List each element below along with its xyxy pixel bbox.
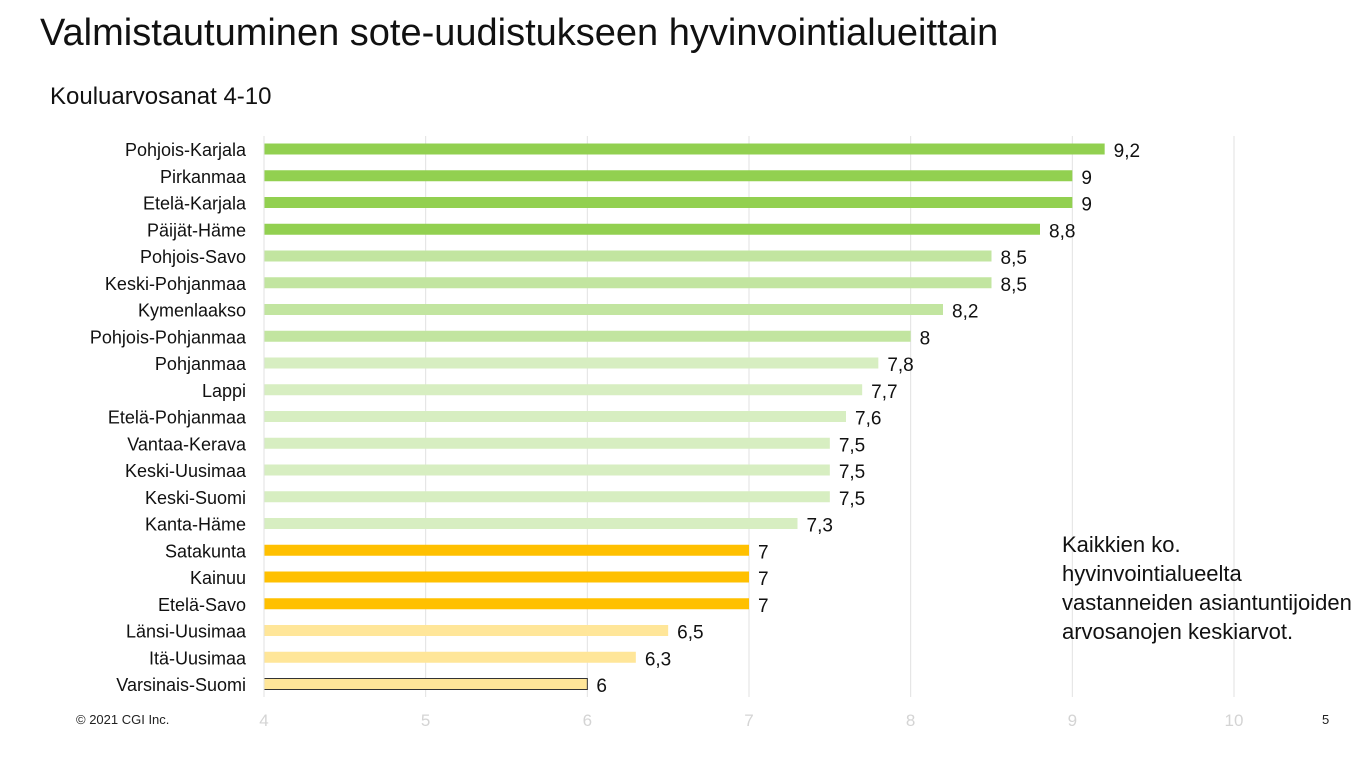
- bar: [263, 678, 588, 690]
- bar: [264, 250, 992, 262]
- bar: [264, 197, 1073, 208]
- data-label: 8,8: [1049, 221, 1075, 242]
- data-label: 9: [1081, 195, 1092, 216]
- data-label: 7: [758, 542, 769, 563]
- bar: [264, 518, 798, 529]
- data-label: 7: [758, 569, 769, 590]
- category-label: Pirkanmaa: [160, 167, 247, 187]
- bar: [264, 304, 943, 315]
- data-label: 7,7: [871, 382, 897, 403]
- x-tick-label: 5: [421, 711, 430, 730]
- category-label: Itä-Uusimaa: [149, 648, 247, 668]
- data-label: 8,5: [1001, 275, 1027, 296]
- x-tick-label: 4: [259, 711, 268, 730]
- category-label: Vantaa-Kerava: [127, 434, 247, 454]
- data-label: 8,5: [1001, 248, 1027, 269]
- category-label: Kanta-Häme: [145, 515, 246, 535]
- category-label: Keski-Suomi: [145, 488, 246, 508]
- x-tick-label: 8: [906, 711, 915, 730]
- bar: [264, 277, 992, 289]
- bar: [264, 170, 1073, 182]
- data-label: 6: [596, 676, 607, 697]
- bar: [264, 464, 830, 476]
- bar: [264, 384, 863, 396]
- category-label: Pohjois-Pohjanmaa: [90, 327, 247, 347]
- category-label: Päijät-Häme: [147, 220, 246, 240]
- page-title: Valmistautuminen sote-uudistukseen hyvin…: [40, 12, 999, 54]
- x-tick-label: 10: [1225, 711, 1244, 730]
- bar: [264, 330, 911, 342]
- bar: [264, 437, 830, 449]
- x-tick-label: 6: [583, 711, 592, 730]
- data-label: 9: [1081, 168, 1092, 189]
- bar: [264, 571, 749, 583]
- bar: [264, 651, 636, 663]
- bar: [264, 357, 879, 369]
- data-label: 7,5: [839, 489, 865, 510]
- data-label: 8,2: [952, 302, 978, 323]
- category-label: Keski-Uusimaa: [125, 461, 247, 481]
- chart-subtitle: Kouluarvosanat 4-10: [50, 83, 272, 110]
- category-label: Kainuu: [190, 568, 246, 588]
- page-number: 5: [1322, 712, 1330, 727]
- data-label: 7,5: [839, 435, 865, 456]
- category-label: Etelä-Karjala: [143, 194, 247, 214]
- category-label: Etelä-Pohjanmaa: [108, 408, 247, 428]
- data-label: 9,2: [1114, 141, 1140, 162]
- bar: [264, 544, 749, 556]
- category-label: Pohjanmaa: [155, 354, 247, 374]
- data-label: 7,6: [855, 409, 881, 430]
- category-label: Varsinais-Suomi: [116, 675, 246, 695]
- bar: [264, 223, 1040, 235]
- data-label: 7,8: [887, 355, 913, 376]
- x-tick-label: 7: [744, 711, 753, 730]
- data-label: 6,5: [677, 623, 703, 644]
- bar: [264, 598, 749, 610]
- bar: [264, 625, 669, 636]
- category-label: Pohjois-Savo: [140, 247, 246, 267]
- chart-note: Kaikkien ko. hyvinvointialueelta vastann…: [1062, 532, 1352, 644]
- category-label: Kymenlaakso: [138, 301, 246, 321]
- data-label: 7,3: [807, 516, 833, 537]
- data-label: 7,5: [839, 462, 865, 483]
- x-tick-label: 9: [1068, 711, 1077, 730]
- data-label: 6,3: [645, 649, 671, 670]
- copyright-text: © 2021 CGI Inc.: [76, 712, 170, 727]
- data-label: 8: [920, 328, 931, 349]
- bar: [264, 491, 830, 503]
- category-label: Keski-Pohjanmaa: [105, 274, 247, 294]
- category-label: Länsi-Uusimaa: [126, 622, 247, 642]
- category-label: Satakunta: [165, 541, 247, 561]
- category-label: Lappi: [202, 381, 246, 401]
- bar: [264, 411, 846, 422]
- data-label: 7: [758, 596, 769, 617]
- bar: [264, 143, 1105, 155]
- category-label: Pohjois-Karjala: [125, 140, 247, 160]
- category-label: Etelä-Savo: [158, 595, 246, 615]
